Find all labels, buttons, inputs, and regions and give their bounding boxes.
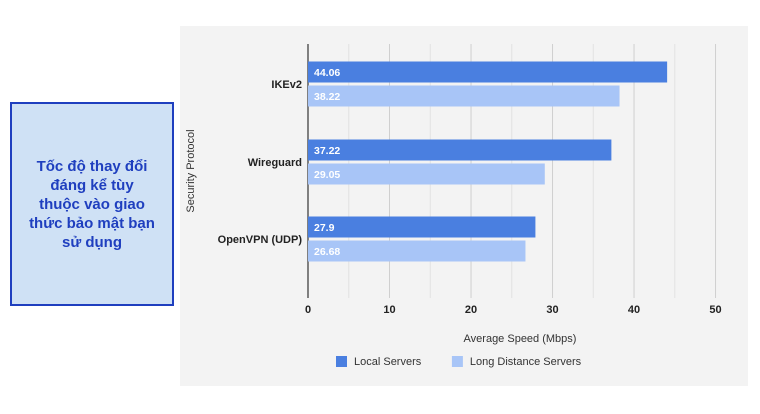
legend-label: Local Servers bbox=[354, 356, 422, 368]
callout-line: thuộc vào giao bbox=[39, 195, 145, 213]
category-label: OpenVPN (UDP) bbox=[218, 234, 303, 246]
bar bbox=[308, 61, 668, 83]
category-label: IKEv2 bbox=[271, 79, 302, 91]
bar bbox=[308, 216, 536, 238]
callout-line: Tốc độ thay đổi bbox=[36, 157, 148, 175]
legend-label: Long Distance Servers bbox=[470, 356, 582, 368]
bar-value-label: 38.22 bbox=[314, 91, 340, 103]
callout-box: Tốc độ thay đổi đáng kể tùy thuộc vào gi… bbox=[10, 102, 174, 306]
callout-line: sử dụng bbox=[61, 233, 123, 251]
bar-chart: 0 10 20 30 40 50 IKEv2 44.06 38.22 Wireguard 37.22… bbox=[185, 44, 722, 368]
callout-line: thức bảo mật bạn bbox=[29, 214, 155, 232]
x-axis-title: Average Speed (Mbps) bbox=[464, 333, 577, 345]
bar-value-label: 37.22 bbox=[314, 145, 340, 157]
callout-text: Tốc độ thay đổi đáng kể tùy thuộc vào gi… bbox=[17, 157, 167, 252]
x-tick-label: 50 bbox=[709, 304, 721, 316]
legend-swatch bbox=[451, 356, 463, 367]
category-label: Wireguard bbox=[248, 157, 302, 169]
bar bbox=[308, 163, 545, 185]
bar-value-label: 44.06 bbox=[314, 67, 340, 79]
callout-line: đáng kể tùy bbox=[50, 176, 134, 194]
bar bbox=[308, 139, 612, 161]
bar bbox=[308, 85, 620, 107]
legend-swatch bbox=[336, 356, 347, 367]
x-tick-label: 30 bbox=[546, 304, 558, 316]
x-tick-label: 0 bbox=[305, 304, 311, 316]
bar bbox=[308, 240, 526, 262]
bar-value-label: 29.05 bbox=[314, 169, 340, 181]
bar-value-label: 26.68 bbox=[314, 246, 340, 258]
x-tick-label: 40 bbox=[628, 304, 640, 316]
y-axis-title: Security Protocol bbox=[185, 129, 197, 212]
x-tick-label: 20 bbox=[465, 304, 477, 316]
x-tick-label: 10 bbox=[383, 304, 395, 316]
chart-panel: 0 10 20 30 40 50 IKEv2 44.06 38.22 Wireguard 37.22… bbox=[180, 26, 748, 386]
bar-value-label: 27.9 bbox=[314, 222, 335, 234]
